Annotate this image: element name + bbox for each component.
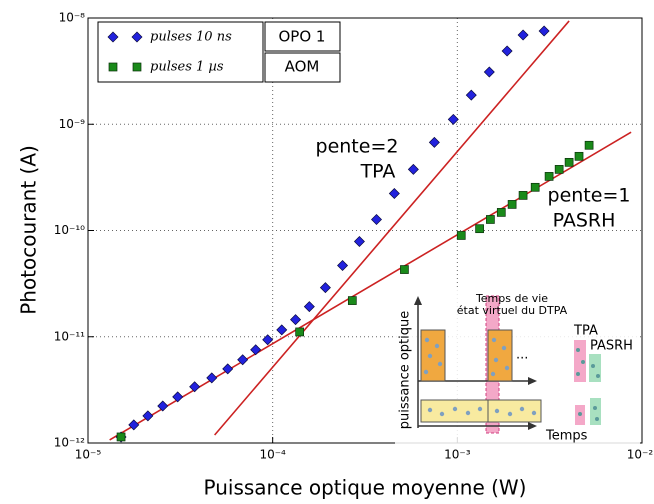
inset-pulse <box>589 354 601 382</box>
data-point <box>337 260 349 272</box>
data-point <box>157 400 169 412</box>
data-point <box>517 29 529 41</box>
data-point <box>475 224 484 234</box>
fit-line <box>214 20 570 436</box>
legend: pulses 10 ns OPO 1 pulses 1 µs AOM <box>107 28 326 76</box>
data-point <box>295 327 305 337</box>
data-point <box>388 187 400 199</box>
data-point <box>347 296 357 305</box>
annotation: TPA <box>360 161 396 183</box>
x-axis-label: Puissance optique moyenne (W) <box>204 476 527 500</box>
inset-arrow <box>528 377 537 385</box>
legend-marker <box>108 62 118 72</box>
annotation: PASRH <box>553 210 616 232</box>
inset-title: état virtuel du DTPA <box>457 304 568 317</box>
x-tick-label: 10⁻³ <box>444 448 471 462</box>
data-point <box>564 157 574 167</box>
y-axis-label: Photocourant (A) <box>17 145 41 315</box>
data-point <box>290 314 302 326</box>
inset-title: Temps de vie <box>475 292 548 305</box>
x-tick-label: 10⁻⁵ <box>75 448 102 462</box>
x-tick-label: 10⁻⁴ <box>259 448 286 462</box>
y-tick-label: 10⁻¹¹ <box>54 329 85 343</box>
data-point <box>530 182 540 192</box>
data-point <box>507 200 517 209</box>
legend-source: AOM <box>285 58 320 76</box>
legend-marker <box>107 31 119 43</box>
legend-source-box <box>264 52 341 83</box>
data-point <box>116 432 126 442</box>
y-tick-label: 10⁻⁹ <box>59 117 86 131</box>
data-point <box>465 89 477 101</box>
legend-source: OPO 1 <box>279 28 326 46</box>
y-tick-label: 10⁻⁸ <box>59 11 86 25</box>
data-point <box>447 113 459 125</box>
legend-marker <box>131 31 143 43</box>
data-point <box>303 301 315 313</box>
data-point <box>407 163 419 175</box>
data-point <box>172 391 184 403</box>
data-point <box>428 136 440 148</box>
data-point <box>142 410 154 422</box>
inset-ellipsis: ... <box>516 348 528 363</box>
inset-tpa: TPA <box>573 324 598 339</box>
marks <box>109 20 632 443</box>
inset-pulse <box>487 399 542 423</box>
data-point <box>206 372 218 384</box>
data-point <box>128 419 140 431</box>
inset-arrow <box>414 296 422 305</box>
data-point <box>574 151 584 161</box>
ticks: 10⁻⁵ 10⁻⁴ 10⁻³ 10⁻² 10⁻¹² 10⁻¹¹ 10⁻¹⁰ 10⁻⁹ 10⁻⁸ <box>54 11 654 462</box>
inset-time-label: Temps <box>545 429 588 444</box>
inset: Temps de vie état virtuel du DTPA puissa… <box>395 288 640 445</box>
legend-label: pulses 10 ns <box>150 30 232 45</box>
data-point <box>486 215 495 224</box>
data-point <box>544 172 554 181</box>
legend-label: pulses 1 µs <box>150 60 224 75</box>
data-point <box>262 334 274 346</box>
legend-source-box <box>264 21 341 52</box>
data-point <box>222 363 234 375</box>
x-tick-label: 10⁻² <box>627 448 654 462</box>
inset-arrow <box>528 422 537 430</box>
annotation: pente=1 <box>548 185 631 207</box>
inset-dots <box>423 337 537 417</box>
inset-dots <box>576 348 600 421</box>
inset-y-label: puissance optique <box>398 311 413 430</box>
data-point <box>189 381 201 393</box>
data-point <box>319 282 331 294</box>
data-point <box>400 265 409 274</box>
y-tick-label: 10⁻¹⁰ <box>54 223 85 237</box>
data-point <box>554 165 564 174</box>
data-point <box>518 191 528 200</box>
inset-pulse <box>590 398 601 425</box>
legend-marker <box>132 62 142 72</box>
data-point <box>276 324 288 336</box>
data-point <box>501 45 513 57</box>
annotation: pente=2 <box>316 136 399 158</box>
legend-box <box>97 21 264 83</box>
data-point <box>496 208 506 217</box>
y-tick-label: 10⁻¹² <box>54 436 85 450</box>
inset-pasrh: PASRH <box>590 339 633 354</box>
data-point <box>538 25 550 37</box>
data-point <box>456 231 466 240</box>
data-point <box>584 140 594 150</box>
data-point <box>250 344 262 356</box>
data-point <box>237 354 249 366</box>
data-point <box>371 213 382 225</box>
data-point <box>483 66 495 78</box>
data-point <box>353 236 365 248</box>
